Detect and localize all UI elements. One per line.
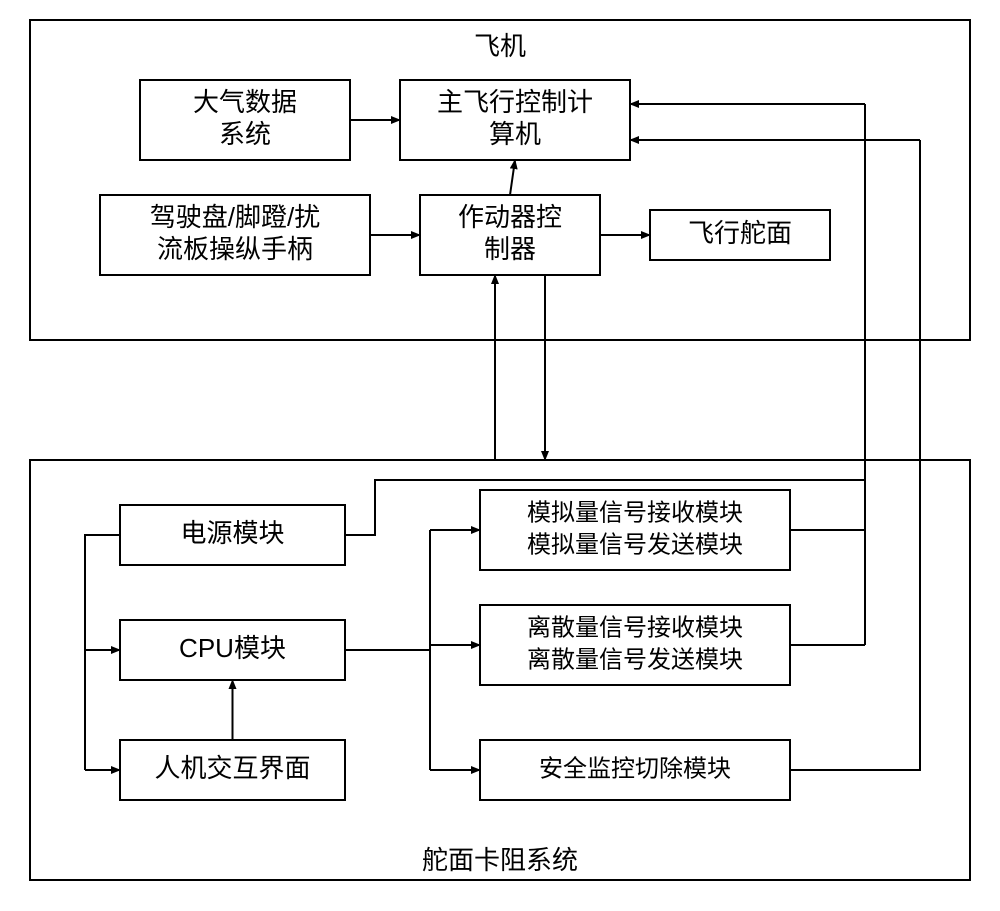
diagram-canvas: 飞机舵面卡阻系统 大气数据系统 主飞行控制计算机驾驶盘/脚蹬/扰流板操纵手柄 作动器控…	[0, 0, 1000, 911]
node-airData-label-0: 大气数据	[193, 87, 297, 117]
node-analog-label-0: 模拟量信号接收模块	[527, 499, 743, 526]
node-surface-label-0: 飞行舵面	[688, 218, 792, 248]
node-actuator-label-0: 作动器控	[458, 202, 562, 232]
edge-actuator-fcc	[510, 160, 515, 195]
node-analog-label-1: 模拟量信号发送模块	[527, 531, 743, 558]
node-safety-label-0: 安全监控切除模块	[539, 755, 731, 782]
node-hmi-label-0: 人机交互界面	[154, 753, 310, 783]
node-mainFCC-label-1: 算机	[489, 119, 541, 149]
node-power-label-0: 电源模块	[180, 518, 284, 548]
node-stickPedal-label-0: 驾驶盘/脚蹬/扰	[150, 202, 320, 232]
node-airData-label-1: 系统	[219, 119, 271, 149]
edge-power-trunk	[85, 535, 120, 770]
node-mainFCC-label-0: 主飞行控制计	[437, 87, 593, 117]
node-actuator-label-1: 制器	[484, 234, 536, 264]
node-discrete-label-1: 离散量信号发送模块	[527, 646, 743, 673]
node-discrete-label-0: 离散量信号接收模块	[527, 614, 743, 641]
jam-system-container-label: 舵面卡阻系统	[422, 845, 578, 875]
aircraft-container-label: 飞机	[474, 31, 526, 61]
node-stickPedal-label-1: 流板操纵手柄	[157, 234, 313, 264]
node-cpu-label-0: CPU模块	[179, 633, 286, 663]
aircraft-container	[30, 20, 970, 340]
